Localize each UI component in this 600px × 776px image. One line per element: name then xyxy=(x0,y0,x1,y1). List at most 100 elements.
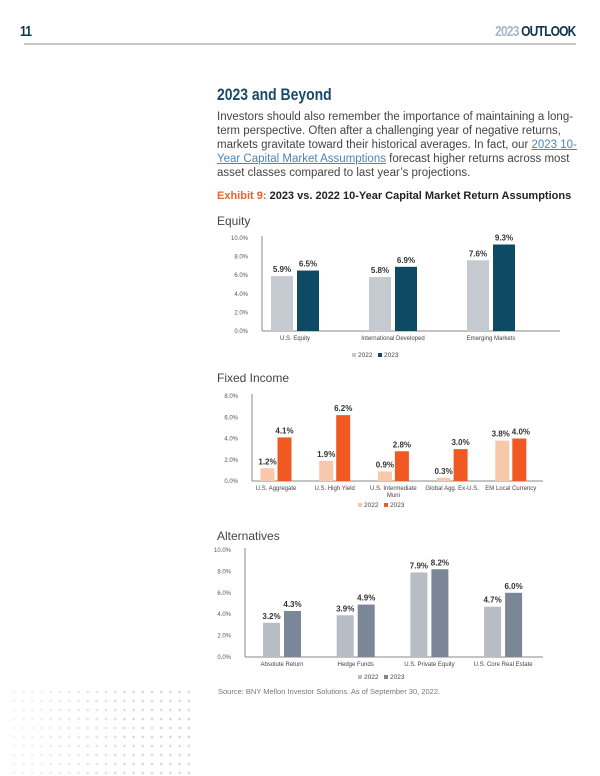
dot xyxy=(67,753,71,757)
dot xyxy=(31,708,34,712)
dot xyxy=(141,717,145,721)
data-label: 3.0% xyxy=(451,438,469,447)
dot xyxy=(95,717,99,721)
cma-link[interactable]: 2023 10-Year Capital Market Assumptions xyxy=(217,139,577,165)
dot xyxy=(58,735,62,739)
dot xyxy=(95,744,99,748)
legend-label: 2023 xyxy=(390,674,405,681)
dot xyxy=(159,717,163,721)
source-note: Source: BNY Mellon Investor Solutions. A… xyxy=(218,687,441,696)
dot xyxy=(67,690,71,694)
dot xyxy=(113,753,117,757)
y-tick-label: 0.0% xyxy=(217,655,231,661)
dot xyxy=(169,735,172,739)
legend-label: 2022 xyxy=(364,674,379,681)
dot xyxy=(132,771,136,775)
dot xyxy=(141,762,145,766)
data-label: 7.6% xyxy=(469,249,487,258)
dot xyxy=(86,753,89,757)
dot xyxy=(141,744,145,748)
dot xyxy=(159,726,163,730)
dot xyxy=(187,717,191,721)
x-tick-label: International Developed xyxy=(361,336,424,342)
dot xyxy=(141,699,145,703)
legend-swatch xyxy=(384,503,388,507)
exhibit-caption: Exhibit 9: 2023 vs. 2022 10-Year Capital… xyxy=(217,190,571,202)
dot xyxy=(169,753,172,757)
data-label: 6.9% xyxy=(397,256,415,265)
dot xyxy=(123,744,126,748)
dot xyxy=(150,717,154,721)
dot xyxy=(113,771,117,775)
dot xyxy=(58,771,62,775)
dot xyxy=(77,708,80,712)
dot xyxy=(12,690,16,694)
dot xyxy=(113,726,117,730)
dot xyxy=(132,735,136,739)
dot xyxy=(150,762,154,766)
dot xyxy=(58,753,62,757)
exhibit-title: 2023 vs. 2022 10-Year Capital Market Ret… xyxy=(269,190,572,202)
y-tick-label: 10.0% xyxy=(231,236,249,242)
dot xyxy=(21,726,25,730)
bar-2022 xyxy=(260,468,275,481)
dot xyxy=(169,699,172,703)
dot xyxy=(169,690,172,694)
dot xyxy=(58,762,62,766)
dot xyxy=(95,699,99,703)
dot xyxy=(159,753,163,757)
dot xyxy=(159,762,163,766)
dot xyxy=(21,771,25,775)
bar-2023 xyxy=(277,437,292,481)
data-label: 7.9% xyxy=(410,561,428,570)
dot xyxy=(31,699,34,703)
y-tick-label: 10.0% xyxy=(214,548,232,554)
dot xyxy=(113,699,117,703)
dot xyxy=(150,708,154,712)
dot xyxy=(58,726,62,730)
report-title: 2023 OUTLOOK xyxy=(496,23,577,40)
dot xyxy=(132,708,136,712)
bar-2023 xyxy=(336,415,351,481)
dot xyxy=(150,690,154,694)
dot xyxy=(40,690,43,694)
dot xyxy=(12,753,16,757)
dot xyxy=(95,771,99,775)
dot xyxy=(31,771,34,775)
dot xyxy=(40,753,43,757)
y-tick-label: 2.0% xyxy=(224,458,238,464)
data-label: 4.9% xyxy=(357,594,375,603)
dot xyxy=(95,690,99,694)
dot xyxy=(12,735,16,739)
bar-2023 xyxy=(394,451,409,481)
dot xyxy=(77,771,80,775)
dot xyxy=(132,744,136,748)
dot xyxy=(178,744,182,748)
dot xyxy=(58,744,62,748)
dot xyxy=(49,762,53,766)
legend-label: 2023 xyxy=(384,352,399,359)
bar-2022 xyxy=(377,471,392,481)
dot xyxy=(49,717,53,721)
data-label: 6.2% xyxy=(334,404,352,413)
y-tick-label: 8.0% xyxy=(217,569,231,575)
data-label: 3.8% xyxy=(492,430,510,439)
dot xyxy=(40,717,43,721)
dot xyxy=(21,708,25,712)
dot xyxy=(21,753,25,757)
data-label: 3.9% xyxy=(336,604,354,613)
data-label: 4.1% xyxy=(275,426,293,435)
y-tick-label: 4.0% xyxy=(234,292,248,298)
bar-2023 xyxy=(357,604,375,657)
legend-label: 2022 xyxy=(358,352,373,359)
dot xyxy=(40,699,43,703)
dot xyxy=(31,726,34,730)
x-tick-label: U.S. Aggregate xyxy=(256,486,297,492)
dot xyxy=(187,735,191,739)
dot xyxy=(169,717,172,721)
dot xyxy=(178,690,182,694)
dot xyxy=(104,735,108,739)
dot xyxy=(31,762,34,766)
dot xyxy=(132,726,136,730)
